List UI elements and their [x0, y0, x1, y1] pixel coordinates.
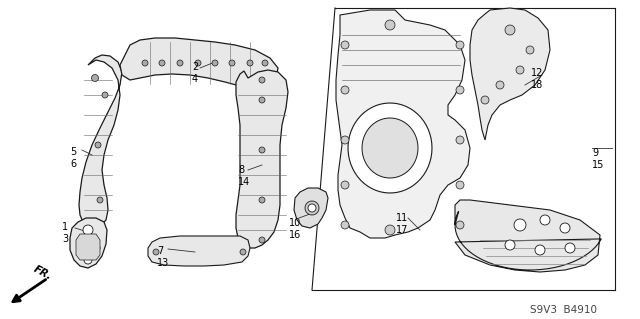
Circle shape: [240, 249, 246, 255]
Circle shape: [195, 60, 201, 66]
Text: 12
18: 12 18: [531, 68, 543, 90]
Polygon shape: [70, 218, 107, 268]
Circle shape: [142, 60, 148, 66]
Circle shape: [456, 86, 464, 94]
Text: 2
4: 2 4: [192, 62, 198, 84]
Circle shape: [456, 221, 464, 229]
Polygon shape: [294, 188, 328, 228]
Polygon shape: [79, 55, 122, 228]
Polygon shape: [362, 118, 418, 178]
Text: FR.: FR.: [32, 264, 54, 282]
Circle shape: [341, 181, 349, 189]
Circle shape: [385, 225, 395, 235]
Circle shape: [456, 41, 464, 49]
Circle shape: [565, 243, 575, 253]
Polygon shape: [76, 234, 100, 260]
Polygon shape: [236, 70, 288, 248]
Polygon shape: [348, 103, 432, 193]
Circle shape: [341, 86, 349, 94]
Circle shape: [259, 147, 265, 153]
Circle shape: [259, 77, 265, 83]
Circle shape: [153, 249, 159, 255]
Text: 10
16: 10 16: [289, 218, 301, 240]
Text: 1
3: 1 3: [62, 222, 68, 244]
Circle shape: [247, 60, 253, 66]
Text: 5
6: 5 6: [70, 147, 76, 169]
Circle shape: [516, 66, 524, 74]
Circle shape: [308, 204, 316, 212]
Circle shape: [341, 41, 349, 49]
Polygon shape: [470, 8, 550, 140]
Circle shape: [514, 219, 526, 231]
Circle shape: [505, 240, 515, 250]
Polygon shape: [455, 200, 602, 272]
Circle shape: [83, 225, 93, 235]
Circle shape: [92, 244, 100, 252]
Circle shape: [505, 25, 515, 35]
Circle shape: [177, 60, 183, 66]
Circle shape: [262, 60, 268, 66]
Circle shape: [540, 215, 550, 225]
Circle shape: [95, 142, 101, 148]
Circle shape: [102, 92, 108, 98]
Polygon shape: [120, 38, 278, 88]
Circle shape: [456, 136, 464, 144]
Text: S9V3  B4910: S9V3 B4910: [530, 305, 597, 315]
Text: 11
17: 11 17: [396, 213, 408, 234]
Circle shape: [535, 245, 545, 255]
Circle shape: [78, 244, 86, 252]
Circle shape: [496, 81, 504, 89]
FancyBboxPatch shape: [228, 241, 236, 261]
FancyBboxPatch shape: [172, 241, 180, 261]
FancyBboxPatch shape: [200, 241, 208, 261]
FancyBboxPatch shape: [214, 241, 222, 261]
Circle shape: [84, 256, 92, 264]
Circle shape: [92, 75, 99, 81]
Circle shape: [159, 60, 165, 66]
Circle shape: [212, 60, 218, 66]
Circle shape: [560, 223, 570, 233]
Circle shape: [526, 46, 534, 54]
Text: 7
13: 7 13: [157, 246, 169, 268]
FancyBboxPatch shape: [158, 241, 166, 261]
Circle shape: [97, 197, 103, 203]
Circle shape: [229, 60, 235, 66]
Circle shape: [259, 197, 265, 203]
Circle shape: [341, 221, 349, 229]
Circle shape: [456, 181, 464, 189]
Circle shape: [305, 201, 319, 215]
Polygon shape: [148, 236, 250, 266]
Text: 8
14: 8 14: [238, 165, 250, 187]
Circle shape: [385, 20, 395, 30]
Circle shape: [481, 96, 489, 104]
Circle shape: [259, 97, 265, 103]
Text: 9
15: 9 15: [592, 148, 604, 170]
Polygon shape: [336, 10, 470, 238]
FancyBboxPatch shape: [186, 241, 194, 261]
Circle shape: [341, 136, 349, 144]
Circle shape: [259, 237, 265, 243]
